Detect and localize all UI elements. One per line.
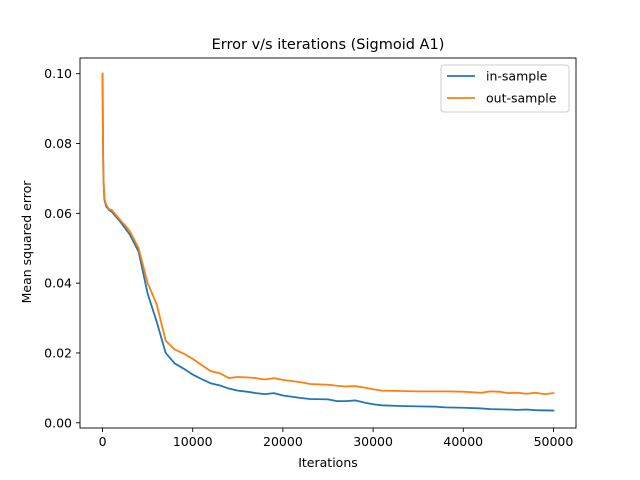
chart-title: Error v/s iterations (Sigmoid A1) [212, 37, 445, 53]
series-line-in-sample [101, 72, 555, 412]
legend: in-sample out-sample [440, 64, 570, 113]
y-tick-label: 0.00 [44, 415, 72, 430]
x-tick-label: 0 [99, 434, 107, 449]
y-tick-label: 0.10 [44, 66, 72, 81]
y-tick-label: 0.04 [44, 276, 72, 291]
legend-label-out-sample: out-sample [486, 91, 557, 106]
y-tick-label: 0.06 [44, 206, 72, 221]
x-axis-title: Iterations [298, 455, 358, 470]
x-tick-label: 10000 [173, 434, 213, 449]
y-tick-label: 0.08 [44, 136, 72, 151]
x-tick-label: 20000 [263, 434, 303, 449]
x-axis: 0 10000 20000 30000 40000 50000 [99, 428, 574, 449]
x-tick-label: 50000 [534, 434, 574, 449]
y-tick-label: 0.02 [44, 345, 72, 360]
series-line-out-sample [101, 72, 555, 396]
plot-area [101, 72, 555, 412]
x-tick-label: 40000 [443, 434, 483, 449]
plot-frame [79, 57, 577, 429]
y-axis: 0.00 0.02 0.04 0.06 0.08 0.10 [44, 66, 80, 430]
x-tick-label: 30000 [353, 434, 393, 449]
legend-label-in-sample: in-sample [486, 69, 548, 84]
y-axis-title: Mean squared error [19, 180, 34, 304]
